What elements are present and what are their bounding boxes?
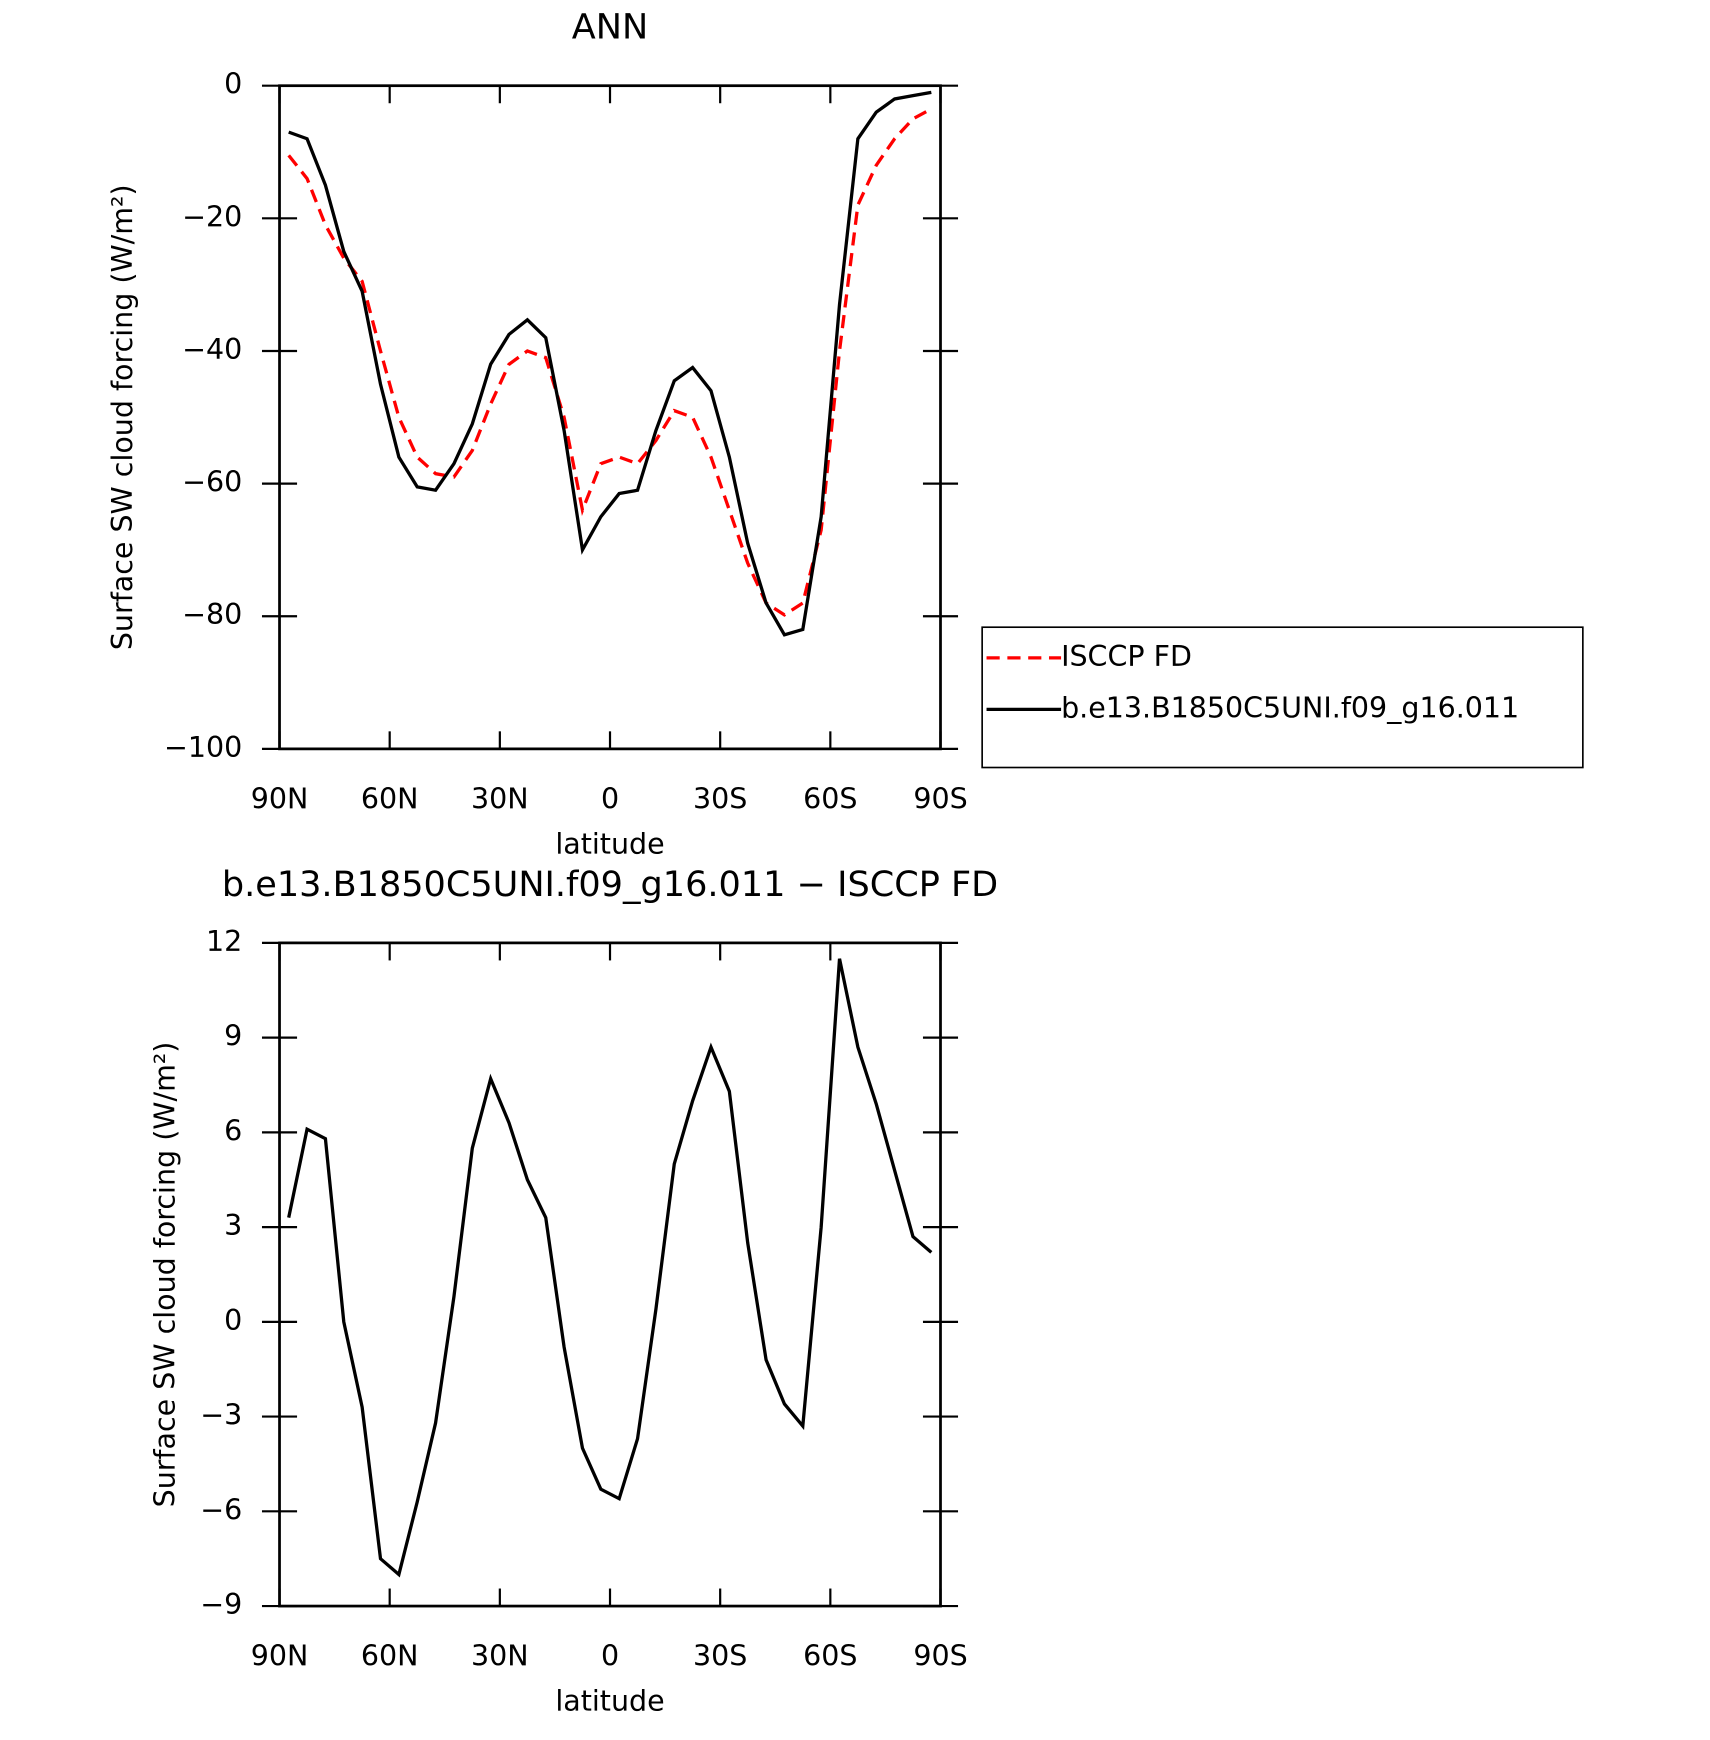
x-tick-label: 30N <box>471 1640 529 1673</box>
x-tick-label: 60S <box>803 782 857 815</box>
y-tick-label: 0 <box>224 1304 242 1337</box>
legend-box <box>981 626 1584 769</box>
y-tick-label: −100 <box>164 731 242 764</box>
x-tick-label: 60N <box>361 1640 419 1673</box>
x-tick-label: 0 <box>601 1640 619 1673</box>
x-axis-label: latitude <box>555 827 664 860</box>
x-tick-label: 90S <box>913 1640 967 1673</box>
plot-frame <box>278 941 942 1608</box>
y-tick-label: 0 <box>224 68 242 101</box>
y-tick-label: −6 <box>200 1493 242 1526</box>
plot-frame <box>278 84 942 751</box>
x-tick-label: 90S <box>913 782 967 815</box>
y-tick-label: 12 <box>206 925 242 958</box>
y-tick-label: −40 <box>182 333 242 366</box>
y-tick-label: −60 <box>182 466 242 499</box>
x-tick-label: 30S <box>693 782 747 815</box>
chart-title: ANN <box>572 7 648 48</box>
y-tick-label: 9 <box>224 1020 242 1053</box>
y-tick-label: −9 <box>200 1588 242 1621</box>
x-tick-label: 60N <box>361 782 419 815</box>
legend-label: ISCCP FD <box>1061 640 1192 673</box>
chart-title: b.e13.B1850C5UNI.f09_g16.011 − ISCCP FD <box>222 864 998 905</box>
y-tick-label: −80 <box>182 598 242 631</box>
y-axis-label: Surface SW cloud forcing (W/m²) <box>149 1042 182 1508</box>
y-tick-label: 3 <box>224 1209 242 1242</box>
y-tick-label: −20 <box>182 200 242 233</box>
x-tick-label: 90N <box>251 1640 309 1673</box>
y-tick-label: −3 <box>200 1399 242 1432</box>
data-line <box>287 107 933 617</box>
x-tick-label: 30N <box>471 782 529 815</box>
x-tick-label: 60S <box>803 1640 857 1673</box>
legend-label: b.e13.B1850C5UNI.f09_g16.011 <box>1061 691 1519 724</box>
y-tick-label: 6 <box>224 1114 242 1147</box>
y-axis-label: Surface SW cloud forcing (W/m²) <box>106 184 139 650</box>
x-axis-label: latitude <box>555 1685 664 1718</box>
x-tick-label: 0 <box>601 782 619 815</box>
x-tick-label: 30S <box>693 1640 747 1673</box>
data-line <box>288 90 932 637</box>
data-line <box>287 958 933 1578</box>
x-tick-label: 90N <box>251 782 309 815</box>
